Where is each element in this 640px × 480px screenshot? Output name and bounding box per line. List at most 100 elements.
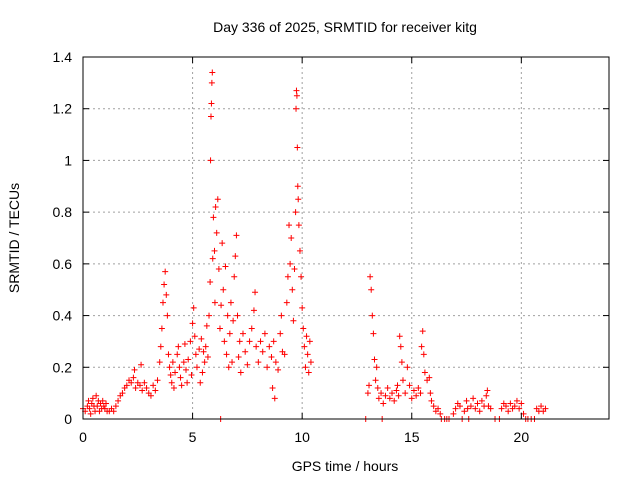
data-point [139, 387, 146, 394]
data-point [87, 410, 94, 417]
data-point [375, 395, 382, 402]
data-point [391, 397, 398, 404]
data-point [289, 286, 296, 293]
data-point [248, 325, 255, 332]
y-tick-label: 0.2 [53, 359, 73, 375]
data-point [272, 359, 279, 366]
data-point [218, 302, 225, 309]
data-point [378, 390, 385, 397]
data-point [200, 348, 207, 355]
data-point [502, 403, 509, 410]
x-tick-label: 10 [294, 429, 310, 445]
data-point [513, 397, 520, 404]
data-point [187, 338, 194, 345]
data-point [404, 364, 411, 371]
data-point [372, 377, 379, 384]
data-point [288, 235, 295, 241]
data-point [301, 343, 308, 350]
data-point [103, 400, 110, 407]
data-point [143, 384, 150, 391]
data-point [306, 338, 313, 345]
data-point [420, 351, 427, 358]
data-point [252, 289, 259, 296]
data-point [450, 410, 457, 417]
data-point [207, 157, 214, 164]
data-point [478, 397, 485, 404]
x-tick-label: 20 [514, 429, 530, 445]
data-point [132, 384, 139, 391]
data-point [164, 312, 171, 319]
data-point [231, 273, 238, 280]
y-tick-label: 1.2 [53, 101, 73, 117]
data-point [389, 390, 396, 397]
data-point [99, 397, 106, 404]
data-point [185, 356, 192, 363]
data-point [234, 312, 241, 319]
data-point [474, 400, 481, 407]
data-point [476, 408, 483, 415]
data-point [270, 338, 277, 345]
data-point [253, 343, 260, 350]
y-tick-label: 0.8 [53, 204, 73, 220]
data-point [303, 333, 310, 340]
data-point [304, 351, 311, 358]
data-point [380, 400, 387, 407]
data-point [293, 87, 300, 94]
data-point [163, 291, 170, 298]
data-point [165, 351, 172, 358]
data-point [393, 387, 400, 394]
y-tick-label: 1.4 [53, 49, 73, 65]
data-points [80, 69, 549, 422]
data-point [397, 343, 404, 350]
data-point [210, 214, 217, 221]
data-point [198, 335, 205, 342]
data-point [190, 304, 197, 311]
plot-frame [82, 56, 610, 420]
data-point [507, 400, 514, 407]
grid-lines [83, 57, 609, 419]
data-point [299, 304, 306, 311]
data-point [287, 260, 294, 267]
data-point [215, 266, 222, 273]
data-point [242, 348, 249, 355]
data-point [174, 351, 181, 358]
data-point [226, 330, 233, 337]
data-point [147, 392, 154, 399]
data-point [292, 209, 299, 216]
data-point [193, 364, 200, 371]
data-point [370, 330, 377, 337]
data-point [189, 320, 196, 327]
data-point [428, 397, 435, 404]
data-point [154, 377, 161, 384]
data-point [257, 338, 264, 345]
y-tick-label: 1 [64, 152, 72, 168]
data-point [386, 395, 393, 402]
data-point [295, 196, 302, 203]
data-point [408, 395, 415, 402]
data-point [207, 113, 214, 120]
data-point [364, 390, 371, 397]
data-point [236, 338, 243, 345]
data-point [207, 278, 214, 285]
data-point [202, 343, 209, 350]
data-point [199, 369, 206, 376]
data-point [206, 312, 213, 319]
data-point [156, 359, 163, 366]
data-point [208, 100, 215, 107]
data-point [307, 359, 314, 366]
y-tick-label: 0.4 [53, 308, 73, 324]
data-point [158, 325, 165, 332]
data-point [232, 253, 239, 260]
data-point [229, 359, 236, 366]
data-point [269, 384, 276, 391]
data-point [278, 312, 285, 319]
data-point [157, 343, 164, 350]
data-point [166, 364, 173, 371]
data-point [150, 382, 157, 389]
data-point [152, 387, 159, 394]
data-point [261, 330, 268, 337]
data-point [188, 372, 195, 379]
data-point [293, 92, 300, 99]
data-point [470, 395, 477, 402]
data-point [382, 392, 389, 399]
